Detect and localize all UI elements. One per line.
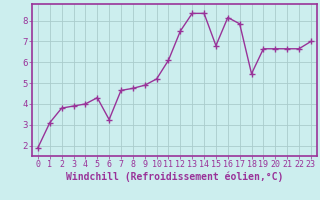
X-axis label: Windchill (Refroidissement éolien,°C): Windchill (Refroidissement éolien,°C) — [66, 172, 283, 182]
